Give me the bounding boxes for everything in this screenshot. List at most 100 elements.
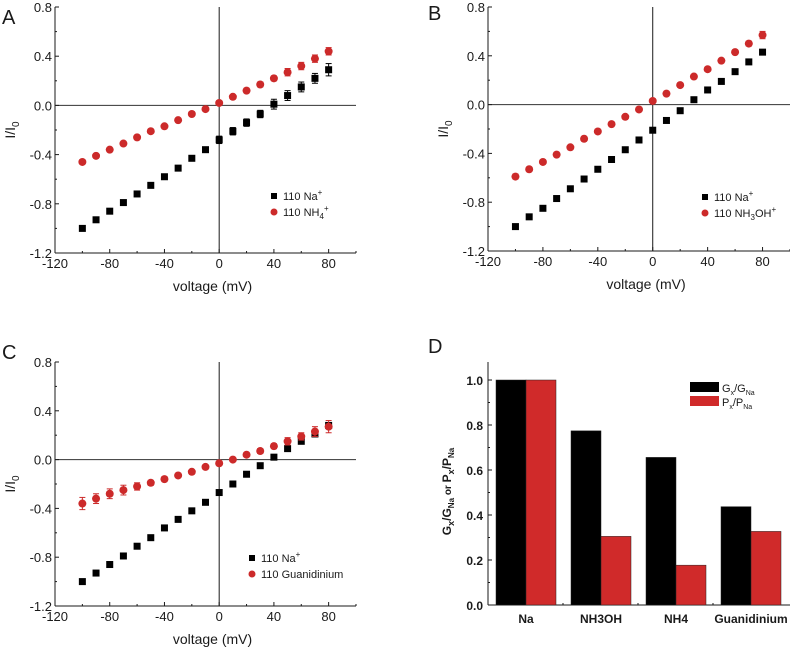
y-title-part: /P <box>440 458 454 469</box>
data-point <box>215 98 224 107</box>
data-point <box>311 74 319 82</box>
legend-label-tail: OH <box>755 208 772 220</box>
series-na <box>78 63 333 232</box>
data-point <box>146 478 155 487</box>
data-point <box>133 190 141 198</box>
series-ion <box>78 47 333 166</box>
legend-label-part: /G <box>734 383 746 395</box>
data-point <box>78 499 87 508</box>
legend-label: 110 NH4+ <box>283 204 329 221</box>
x-tick-label: -120 <box>42 609 68 624</box>
legend-label: 110 Na+ <box>261 550 301 565</box>
data-point <box>566 143 575 152</box>
data-point <box>662 89 671 98</box>
bar-g <box>645 457 677 606</box>
bar-g <box>570 430 602 606</box>
x-tick-label: -40 <box>155 256 174 271</box>
data-point <box>174 471 183 480</box>
y-tick-label: -0.4 <box>463 146 485 161</box>
data-point <box>759 48 767 56</box>
data-point <box>511 223 519 231</box>
y-tick-label: -1.2 <box>30 599 52 614</box>
data-point <box>310 54 319 63</box>
y-axis-title-main: I/I <box>2 127 18 139</box>
legend-label: 110 Na+ <box>283 188 323 203</box>
data-point <box>92 494 101 503</box>
data-point <box>160 475 169 484</box>
legend-label-main: 110 NH <box>283 207 320 219</box>
y-axis-title: I/I0 <box>435 120 455 138</box>
data-point <box>174 515 182 523</box>
data-point <box>256 462 264 470</box>
data-point <box>324 422 333 431</box>
y-tick-label: 0.8 <box>467 0 485 15</box>
data-point <box>160 524 168 532</box>
legend-label-sub: 4 <box>319 212 324 221</box>
panel-letter: B <box>428 3 441 25</box>
y-axis-title-sub: 0 <box>11 121 22 127</box>
data-point <box>593 127 602 136</box>
data-point <box>243 470 251 478</box>
data-point <box>689 72 698 81</box>
legend-marker <box>702 194 708 200</box>
data-point <box>160 173 168 181</box>
y-tick-label: -0.4 <box>30 148 52 163</box>
data-point <box>539 204 547 212</box>
legend-label: 110 NH3OH+ <box>714 205 776 222</box>
x-tick-label: 0 <box>216 609 223 624</box>
y-axis-title-sub: 0 <box>444 120 455 126</box>
legend-label: Gx/GNa <box>722 383 755 397</box>
x-tick-label: 40 <box>267 256 281 271</box>
data-point <box>635 105 643 114</box>
x-tick-label: 0 <box>649 254 656 269</box>
legend-label-sub: 3 <box>750 213 755 222</box>
legend-marker <box>701 209 709 217</box>
data-point <box>174 116 183 125</box>
y-title-part: /G <box>440 508 454 521</box>
data-point <box>744 39 753 48</box>
bar-g <box>720 506 752 606</box>
x-axis-title: voltage (mV) <box>173 278 252 294</box>
series-ion <box>78 420 333 511</box>
data-point <box>119 199 127 207</box>
data-point <box>635 136 643 144</box>
data-point <box>229 127 237 135</box>
data-point <box>297 83 305 91</box>
data-point <box>147 534 155 542</box>
bar-g <box>495 379 527 606</box>
data-point <box>105 145 114 154</box>
data-point <box>594 165 602 173</box>
data-point <box>147 181 155 189</box>
data-point <box>511 172 520 181</box>
data-point <box>270 100 278 108</box>
data-point <box>133 482 142 491</box>
y-tick-label: 0.8 <box>34 355 52 370</box>
legend-label-sup: + <box>771 205 776 214</box>
data-point <box>188 154 196 162</box>
x-tick-label: 80 <box>321 256 335 271</box>
y-axis-title-sub: 0 <box>11 475 22 481</box>
data-point <box>704 86 712 94</box>
series-ion <box>511 30 767 181</box>
data-point <box>228 455 237 464</box>
data-point <box>731 48 740 57</box>
legend-marker <box>248 570 256 578</box>
data-point <box>256 447 265 456</box>
y-title-part: G <box>440 526 454 535</box>
legend-swatch <box>690 382 719 392</box>
data-point <box>649 126 657 134</box>
data-point <box>187 110 196 119</box>
legend-label: 110 Guanidinium <box>261 569 343 581</box>
bar-p <box>750 531 782 606</box>
data-point <box>580 175 588 183</box>
x-tick-label: 40 <box>267 609 281 624</box>
data-point <box>553 195 561 203</box>
data-point <box>283 437 292 446</box>
legend-label-part: /P <box>733 397 743 409</box>
panel-letter: C <box>2 342 16 364</box>
y-title-part: Na <box>447 497 456 508</box>
y-tick-label: -0.8 <box>30 197 52 212</box>
y-axis-title: I/I0 <box>2 121 22 139</box>
data-point <box>133 542 141 550</box>
y-axis-title-main: I/I <box>435 126 451 138</box>
